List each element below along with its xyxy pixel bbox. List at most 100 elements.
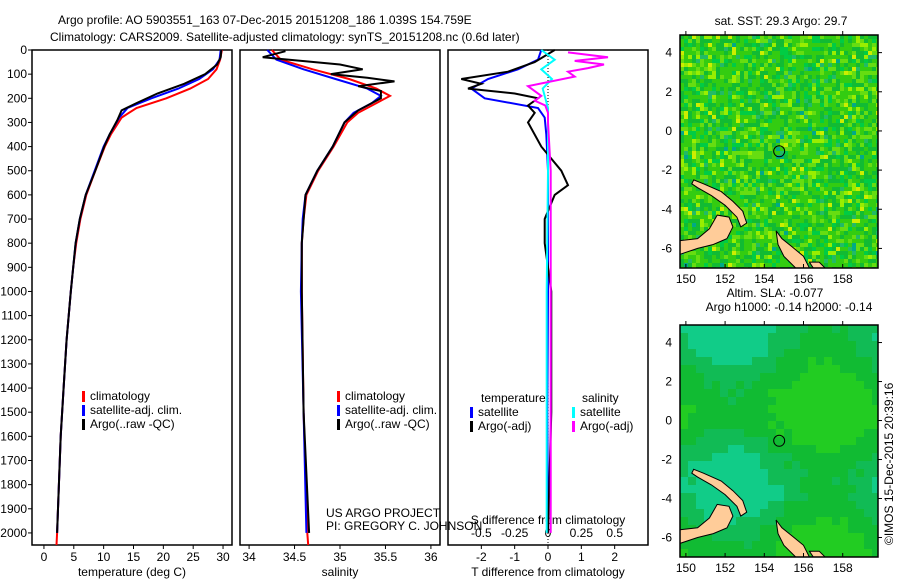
- map-cell: [824, 99, 828, 103]
- map-cell: [848, 43, 852, 47]
- map-cell: [864, 235, 868, 239]
- y-tick-label: 2: [665, 375, 672, 389]
- map-cell: [736, 167, 740, 171]
- map-cell: [696, 83, 700, 87]
- map-cell: [748, 243, 752, 247]
- map-cell: [724, 255, 728, 259]
- map-cell: [712, 247, 716, 251]
- map-cell: [688, 223, 692, 227]
- map-cell: [724, 263, 728, 267]
- map-cell: [780, 179, 784, 183]
- map-cell: [800, 99, 804, 103]
- map-cell: [700, 67, 704, 71]
- map-cell: [856, 39, 860, 43]
- map-cell: [876, 155, 878, 159]
- map-cell: [748, 103, 752, 107]
- map-cell: [728, 159, 732, 163]
- map-cell: [856, 35, 860, 39]
- map-cell: [728, 75, 732, 79]
- map-cell: [776, 223, 780, 227]
- map-cell: [696, 91, 700, 95]
- map-cell: [712, 429, 720, 437]
- map-cell: [840, 95, 844, 99]
- map-cell: [712, 341, 720, 349]
- map-cell: [704, 469, 712, 477]
- map-cell: [864, 333, 872, 341]
- map-cell: [868, 255, 872, 259]
- map-cell: [736, 163, 740, 167]
- map-cell: [680, 195, 684, 199]
- map-cell: [824, 91, 828, 95]
- map-cell: [692, 71, 696, 75]
- map-cell: [856, 103, 860, 107]
- map-cell: [744, 103, 748, 107]
- map-cell: [680, 263, 684, 267]
- map-cell: [688, 397, 696, 405]
- map-cell: [820, 103, 824, 107]
- map-cell: [692, 79, 696, 83]
- map-cell: [776, 115, 780, 119]
- map-cell: [832, 549, 840, 557]
- map-cell: [796, 179, 800, 183]
- map-cell: [844, 219, 848, 223]
- map-cell: [704, 509, 712, 517]
- map-cell: [848, 191, 852, 195]
- y-tick-label: -4: [661, 202, 672, 216]
- map-cell: [812, 79, 816, 83]
- map-cell: [764, 183, 768, 187]
- map-cell: [716, 127, 720, 131]
- map-cell: [804, 139, 808, 143]
- map-cell: [828, 35, 832, 39]
- map-cell: [744, 47, 748, 51]
- map-cell: [716, 51, 720, 55]
- map-cell: [680, 341, 688, 349]
- map-cell: [692, 127, 696, 131]
- title-line2: Climatology: CARS2009. Satellite-adjuste…: [50, 30, 520, 44]
- map-cell: [828, 123, 832, 127]
- map-cell: [760, 99, 764, 103]
- map-cell: [784, 123, 788, 127]
- map-cell: [852, 71, 856, 75]
- map-cell: [860, 107, 864, 111]
- map-cell: [808, 429, 816, 437]
- map-cell: [712, 51, 716, 55]
- map-cell: [824, 247, 828, 251]
- map-cell: [864, 251, 868, 255]
- map-cell: [872, 333, 878, 341]
- map-cell: [864, 469, 872, 477]
- map-cell: [740, 263, 744, 267]
- map-cell: [820, 147, 824, 151]
- map-cell: [720, 47, 724, 51]
- map-cell: [876, 207, 878, 211]
- map-cell: [728, 477, 736, 485]
- map-cell: [848, 139, 852, 143]
- map-cell: [816, 243, 820, 247]
- map-cell: [712, 485, 720, 493]
- map-cell: [816, 139, 820, 143]
- map-cell: [728, 167, 732, 171]
- map-cell: [868, 183, 872, 187]
- map-cell: [688, 251, 692, 255]
- map-cell: [680, 59, 684, 63]
- map-cell: [720, 95, 724, 99]
- map-cell: [712, 119, 716, 123]
- map-cell: [696, 75, 700, 79]
- map-cell: [696, 143, 700, 147]
- series-line-s-satellite: [539, 49, 557, 533]
- map-cell: [768, 119, 772, 123]
- map-cell: [696, 223, 700, 227]
- map-cell: [728, 35, 732, 39]
- map-cell: [700, 55, 704, 59]
- map-cell: [712, 461, 720, 469]
- map-cell: [764, 35, 768, 39]
- map-cell: [840, 357, 848, 365]
- y-tick-label: -4: [661, 492, 672, 506]
- map-cell: [776, 203, 780, 207]
- map-cell: [796, 107, 800, 111]
- map-cell: [744, 131, 748, 135]
- map-cell: [864, 159, 868, 163]
- map-cell: [772, 251, 776, 255]
- map-cell: [796, 151, 800, 155]
- map-cell: [788, 219, 792, 223]
- map-cell: [788, 235, 792, 239]
